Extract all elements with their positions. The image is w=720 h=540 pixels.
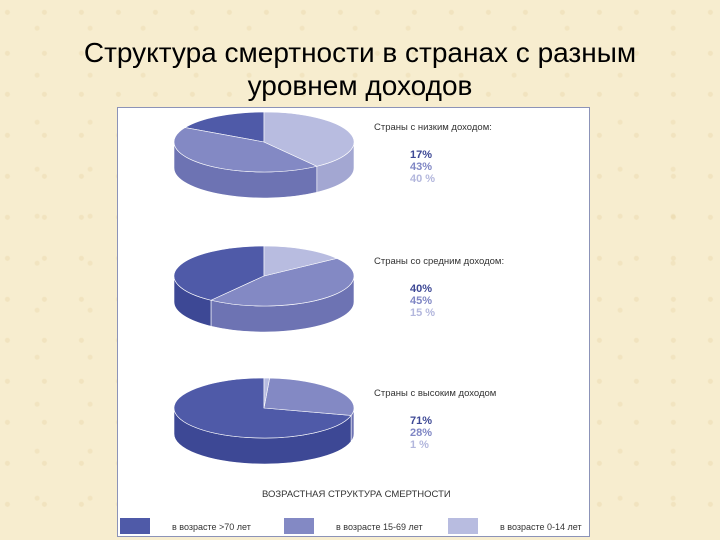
pie-2-slice-2 <box>210 258 355 307</box>
legend-swatch-2 <box>284 518 314 534</box>
pie-1-value-3: 40 % <box>410 173 435 185</box>
legend-label-2: в возрасте 15-69 лет <box>336 522 423 532</box>
pie-3-slice-1 <box>173 377 352 439</box>
legend-label-3: в возрасте 0-14 лет <box>500 522 582 532</box>
pie-1-value-2: 43% <box>410 161 432 173</box>
chart-panel: Страны с низким доходом: 17% 43% 40 % Страны… <box>117 107 590 537</box>
pie-2-value-2: 45% <box>410 295 432 307</box>
pie-charts: Страны с низким доходом: 17%43%40 % Страны… <box>120 111 582 534</box>
pie-1-value-1: 17% <box>410 149 432 161</box>
legend-swatch-1 <box>120 518 150 534</box>
pie-1-slice-1 <box>184 111 265 143</box>
pie-1-slice-2 <box>173 127 318 173</box>
pie-2-slice-1 <box>173 245 265 301</box>
pie-1-slice-3 <box>263 111 355 167</box>
legend-swatch-3 <box>448 518 478 534</box>
pie-1-title: Страны с низким доходом: <box>374 122 492 133</box>
pie-3-title: Страны с высоким доходом <box>374 388 496 399</box>
pie-3-slice-2 <box>263 377 355 416</box>
pie-3-value-3: 1 % <box>410 439 429 451</box>
slide-title-line-2: уровнем доходов <box>247 70 473 101</box>
slide-title-line-1: Структура смертности в странах с разным <box>83 37 637 68</box>
pie-2-value-1: 40% <box>410 283 432 295</box>
legend-title: ВОЗРАСТНАЯ СТРУКТУРА СМЕРТНОСТИ <box>262 489 451 500</box>
slide-title: Структура смертности в странах с разным … <box>0 36 720 102</box>
pie-2-title: Страны со средним доходом: <box>374 256 504 267</box>
pie-3-slice-3 <box>263 377 271 409</box>
legend-label-1: в возрасте >70 лет <box>172 522 251 532</box>
pie-2-value-3: 15 % <box>410 307 435 319</box>
pie-3-value-1: 71% <box>410 415 432 427</box>
pie-2-slice-3 <box>263 245 338 277</box>
pie-3-value-2: 28% <box>410 427 432 439</box>
